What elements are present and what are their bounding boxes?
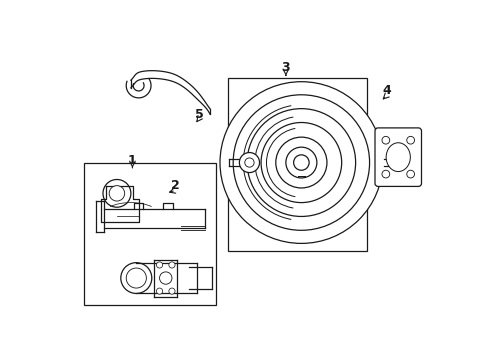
Circle shape: [159, 272, 172, 284]
Text: 5: 5: [194, 108, 203, 121]
Circle shape: [381, 136, 389, 144]
Circle shape: [109, 186, 124, 201]
Circle shape: [275, 137, 326, 188]
Bar: [227, 78, 366, 251]
Circle shape: [233, 95, 369, 230]
Text: 3: 3: [281, 61, 289, 74]
Circle shape: [246, 109, 355, 216]
Circle shape: [220, 82, 382, 243]
Circle shape: [168, 262, 175, 268]
FancyBboxPatch shape: [374, 128, 421, 186]
Ellipse shape: [386, 143, 409, 172]
Bar: [84, 163, 216, 305]
Circle shape: [261, 122, 341, 203]
Circle shape: [156, 288, 163, 294]
Circle shape: [126, 268, 146, 288]
Circle shape: [156, 262, 163, 268]
Circle shape: [168, 288, 175, 294]
Circle shape: [285, 147, 316, 178]
Text: 2: 2: [171, 179, 180, 192]
Circle shape: [244, 158, 254, 167]
Circle shape: [406, 170, 414, 178]
Circle shape: [381, 170, 389, 178]
Circle shape: [406, 136, 414, 144]
Circle shape: [103, 180, 131, 207]
Circle shape: [121, 263, 151, 293]
Text: 1: 1: [128, 154, 137, 167]
Circle shape: [293, 155, 308, 170]
Circle shape: [239, 153, 259, 172]
Text: 4: 4: [382, 85, 390, 98]
